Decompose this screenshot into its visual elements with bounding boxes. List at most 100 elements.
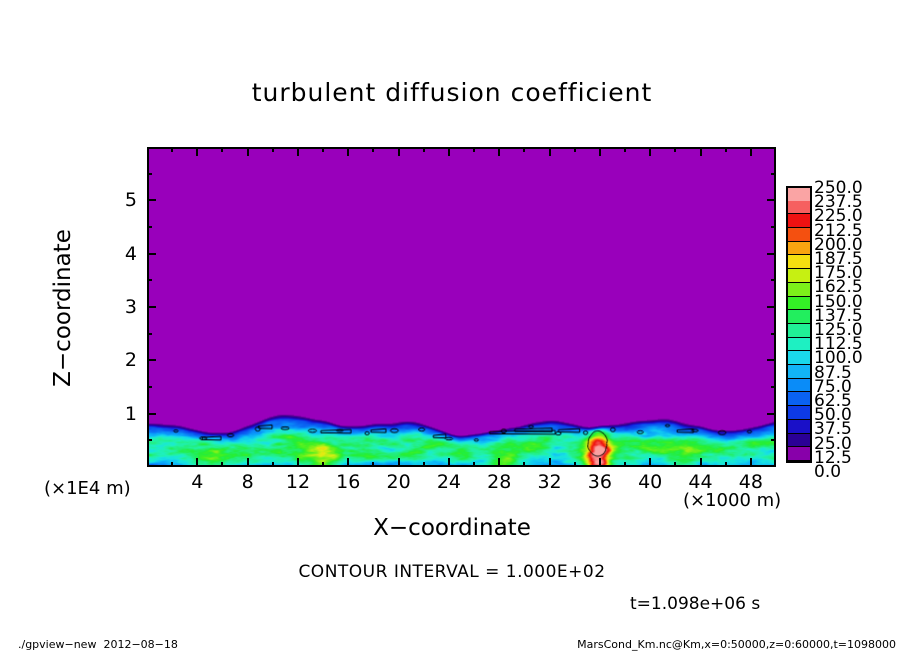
colorbar-band xyxy=(788,241,810,256)
colorbar-tick-label: 162.5 xyxy=(814,277,863,298)
x-axis-major-tick-top xyxy=(246,147,249,156)
y-axis-major-tick xyxy=(147,359,156,362)
colorbar-tick-label: 37.5 xyxy=(814,419,852,440)
colorbar-tick-label: 225.0 xyxy=(814,206,863,227)
contour-plot-area xyxy=(147,147,776,467)
colorbar-tick-label: 75.0 xyxy=(814,376,852,397)
colorbar-tick-label: 50.0 xyxy=(814,405,852,426)
colorbar-tick-label: 237.5 xyxy=(814,192,863,213)
x-axis-minor-tick xyxy=(674,462,677,467)
x-axis-minor-tick xyxy=(221,462,224,467)
y-axis-minor-tick xyxy=(147,439,152,442)
colorbar-band xyxy=(788,351,810,366)
colorbar-band xyxy=(788,282,810,297)
x-axis-tick-label: 24 xyxy=(436,471,461,493)
time-stamp-label: t=1.098e+06 s xyxy=(630,594,761,614)
x-axis-tick-label: 12 xyxy=(285,471,311,493)
y-axis-minor-tick-right xyxy=(771,439,776,442)
x-axis-minor-tick-top xyxy=(724,147,727,152)
x-axis-major-tick xyxy=(347,458,350,467)
x-axis-minor-tick xyxy=(724,462,727,467)
colorbar-band xyxy=(788,214,810,229)
x-axis-minor-tick xyxy=(573,462,576,467)
colorbar-band xyxy=(788,228,810,242)
x-axis-minor-tick-top xyxy=(322,147,325,152)
colorbar-band xyxy=(788,269,810,283)
x-axis-major-tick-top xyxy=(347,147,350,156)
footer-dataset-label: MarsCond_Km.nc@Km,x=0:50000,z=0:60000,t=… xyxy=(577,638,896,651)
x-axis-major-tick xyxy=(397,458,400,467)
x-axis-minor-tick-top xyxy=(271,147,274,152)
y-axis-minor-tick xyxy=(147,226,152,228)
colorbar-tick-label: 100.0 xyxy=(814,348,863,369)
x-axis-tick-label: 28 xyxy=(487,471,512,493)
colorbar-band xyxy=(788,310,810,324)
x-axis-major-tick xyxy=(196,458,199,467)
contour-interval-note: CONTOUR INTERVAL = 1.000E+02 xyxy=(298,562,606,582)
colorbar-tick-label: 137.5 xyxy=(814,305,863,326)
y-axis-major-tick-right xyxy=(767,252,776,255)
colorbar-tick-label: 112.5 xyxy=(814,334,863,355)
y-axis-tick-label: 5 xyxy=(124,189,137,212)
y-axis-tick-label: 4 xyxy=(124,242,137,265)
x-axis-major-tick xyxy=(649,458,652,467)
y-axis-major-tick-right xyxy=(767,412,776,415)
y-axis-minor-tick-right xyxy=(771,386,776,388)
x-axis-major-tick-top xyxy=(699,147,702,156)
y-axis-minor-tick xyxy=(147,172,152,175)
x-axis-minor-tick-top xyxy=(674,147,677,152)
colorbar-tick-label: 150.0 xyxy=(814,291,863,312)
x-axis-major-tick-top xyxy=(548,147,551,156)
y-axis-major-tick-right xyxy=(767,306,776,308)
x-axis-major-tick-top xyxy=(196,147,199,156)
colorbar-band xyxy=(788,296,810,311)
x-axis-minor-tick-top xyxy=(372,147,375,152)
y-axis-tick-label: 1 xyxy=(124,402,137,425)
x-axis-major-tick xyxy=(598,458,601,467)
x-axis-major-tick-top xyxy=(447,147,450,156)
colorbar-band xyxy=(788,433,810,448)
x-axis-tick-label: 4 xyxy=(191,471,204,493)
x-axis-minor-tick xyxy=(372,462,375,467)
x-axis-minor-tick-top xyxy=(171,147,174,152)
x-axis-tick-label: 32 xyxy=(537,471,562,493)
x-axis-tick-label: 44 xyxy=(688,471,713,493)
colorbar-tick-label: 87.5 xyxy=(814,362,852,383)
y-axis-minor-tick-right xyxy=(771,172,776,175)
y-axis-tick-label: 2 xyxy=(124,349,137,372)
x-axis-major-tick xyxy=(447,458,450,467)
colorbar-tick-label: 250.0 xyxy=(814,178,863,198)
colorbar-tick-label: 200.0 xyxy=(814,234,863,255)
colorbar-band xyxy=(788,200,810,215)
contour-field-canvas xyxy=(149,149,774,465)
page-title: turbulent diffusion coefficient xyxy=(251,78,653,107)
x-axis-major-tick xyxy=(296,458,299,467)
colorbar-tick-label: 62.5 xyxy=(814,391,852,411)
colorbar-tick-label: 187.5 xyxy=(814,249,863,269)
y-axis-major-tick xyxy=(147,252,156,255)
x-axis-tick-label: 48 xyxy=(738,471,763,493)
x-axis-major-tick-top xyxy=(749,147,752,156)
colorbar-band xyxy=(788,255,810,270)
y-axis-minor-tick-right xyxy=(771,279,776,282)
x-axis-minor-tick-top xyxy=(573,147,576,152)
y-axis-major-tick xyxy=(147,306,156,308)
x-axis-minor-tick-top xyxy=(523,147,526,152)
x-axis-major-tick-top xyxy=(296,147,299,156)
x-axis-minor-tick xyxy=(271,462,274,467)
y-axis-major-tick-right xyxy=(767,359,776,362)
colorbar-band xyxy=(788,187,810,201)
colorbar-band xyxy=(788,378,810,393)
y-axis-title: Z−coordinate xyxy=(50,229,76,387)
x-axis-major-tick xyxy=(246,458,249,467)
x-axis-tick-label: 8 xyxy=(241,471,254,493)
colorbar-tick-label: 25.0 xyxy=(814,433,852,454)
x-axis-major-tick-top xyxy=(649,147,652,156)
colorbar-band xyxy=(788,447,810,461)
colorbar-band xyxy=(788,419,810,434)
y-axis-tick-label: 3 xyxy=(124,296,137,318)
colorbar-band xyxy=(788,337,810,352)
x-axis-major-tick xyxy=(749,458,752,467)
x-axis-tick-label: 16 xyxy=(336,471,361,493)
